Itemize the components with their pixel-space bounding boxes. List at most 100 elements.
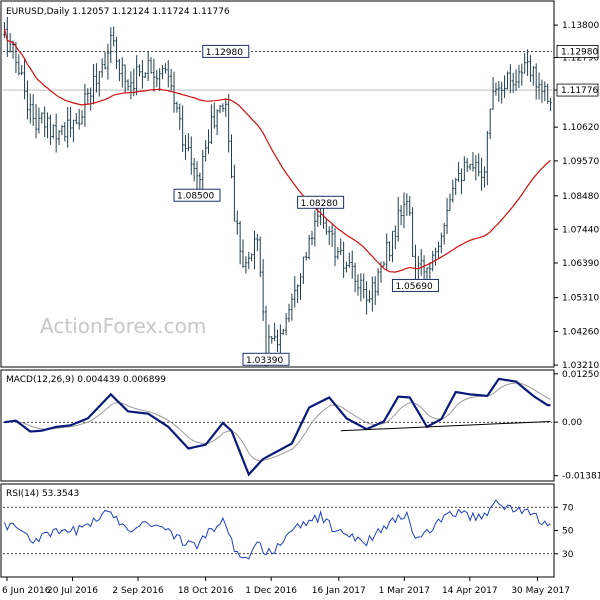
price-bar (276, 329, 279, 352)
macd-tick-label: -0.013813 (562, 472, 600, 482)
price-bar (290, 293, 294, 321)
moving-average-line (3, 29, 551, 273)
price-bar (198, 172, 202, 192)
price-bar (385, 233, 388, 270)
price-bar (468, 163, 472, 171)
price-bar (368, 290, 371, 303)
price-bar (141, 60, 144, 89)
price-bar (287, 303, 291, 323)
x-tick-label: 30 May 2017 (511, 586, 570, 596)
price-bar (164, 63, 167, 74)
price-bar (445, 198, 449, 235)
price-tick-label: 1.13800 (562, 21, 599, 31)
price-bar (509, 64, 512, 94)
price-bar (448, 193, 452, 211)
x-tick-label: 1 Dec 2016 (245, 586, 297, 596)
price-bar (253, 230, 256, 270)
price-bar (425, 267, 429, 279)
price-bar (221, 103, 225, 113)
price-bar (339, 238, 342, 256)
macd-panel-frame (0, 369, 555, 482)
price-annotations: 1.12980 1.08500 1.03390 1.08280 1.05690 (173, 44, 439, 366)
price-bar (408, 196, 411, 216)
rsi-grid (3, 506, 552, 555)
price-bar (394, 225, 397, 250)
price-bar (399, 204, 403, 226)
price-bar (305, 251, 308, 261)
price-bar (546, 83, 549, 104)
price-annotation: 1.08280 (297, 195, 345, 209)
price-bar (270, 336, 273, 344)
svg-text:1.05690: 1.05690 (395, 282, 432, 292)
price-bar (543, 81, 547, 102)
price-bar (474, 155, 478, 181)
price-bar (54, 113, 58, 153)
price-bar (500, 81, 503, 104)
price-bar (397, 196, 400, 242)
x-tick-label: 2 Sep 2016 (112, 586, 164, 596)
price-bar (437, 241, 440, 260)
price-bar (310, 230, 314, 246)
price-bar (431, 250, 434, 272)
price-bar (80, 110, 84, 125)
price-bar (307, 234, 311, 260)
macd-line (4, 377, 551, 477)
price-bar (282, 328, 285, 335)
price-bar (75, 112, 78, 125)
price-bar (26, 80, 29, 120)
price-bar (210, 104, 213, 145)
price-bar (532, 66, 535, 86)
price-bar (192, 157, 196, 182)
price-bar (382, 261, 386, 267)
price-bar (296, 284, 299, 303)
price-bar (72, 119, 75, 143)
price-annotation: 1.12980 (202, 44, 250, 58)
price-bar (158, 68, 161, 92)
svg-text:1.12980: 1.12980 (206, 48, 243, 58)
price-bar (261, 258, 265, 321)
svg-text:1.08500: 1.08500 (177, 192, 214, 202)
price-bar (365, 281, 368, 315)
macd-tick-label: 0.00 (562, 418, 582, 428)
price-bar (20, 64, 23, 76)
price-bar (46, 112, 49, 139)
price-bar (144, 72, 147, 79)
price-bar (362, 273, 365, 299)
price-bar (187, 133, 190, 152)
price-bar (31, 94, 35, 126)
price-bar (483, 166, 486, 188)
price-bar (529, 55, 532, 83)
price-bar (57, 130, 61, 146)
price-tick-label: 1.10620 (562, 123, 599, 133)
price-tick-label: 1.04260 (562, 327, 599, 337)
price-bar (313, 210, 317, 247)
price-bar (135, 55, 138, 96)
price-bar (489, 108, 492, 139)
rsi-panel: RSI(14) 53.3543 70 50 30 (0, 483, 574, 578)
price-bar (526, 49, 529, 76)
price-annotation: 1.05690 (391, 278, 439, 292)
price-panel-title: EURUSD,Daily 1.12057 1.12124 1.11724 1.1… (6, 7, 230, 17)
price-bar (256, 234, 259, 252)
price-bar (149, 57, 153, 74)
price-grid (3, 51, 552, 91)
price-bar (86, 88, 89, 104)
price-bar (129, 71, 133, 100)
price-bar (233, 164, 236, 222)
price-bar (353, 262, 357, 293)
price-bar (411, 207, 414, 257)
price-panel-frame (0, 0, 555, 368)
rsi-tick-label: 30 (562, 550, 574, 560)
price-bar (69, 107, 72, 138)
price-tick-label: 1.06390 (562, 259, 599, 269)
price-bar (195, 161, 199, 191)
price-bar (152, 58, 156, 92)
rsi-tick-label: 70 (562, 503, 574, 513)
price-bar (8, 33, 12, 53)
macd-tick-label: 0.012509 (562, 370, 600, 380)
macd-signal-line (4, 382, 551, 462)
svg-text:1.08280: 1.08280 (301, 199, 338, 209)
price-bar (43, 106, 46, 138)
price-bar (359, 273, 363, 302)
rsi-line (3, 499, 551, 560)
